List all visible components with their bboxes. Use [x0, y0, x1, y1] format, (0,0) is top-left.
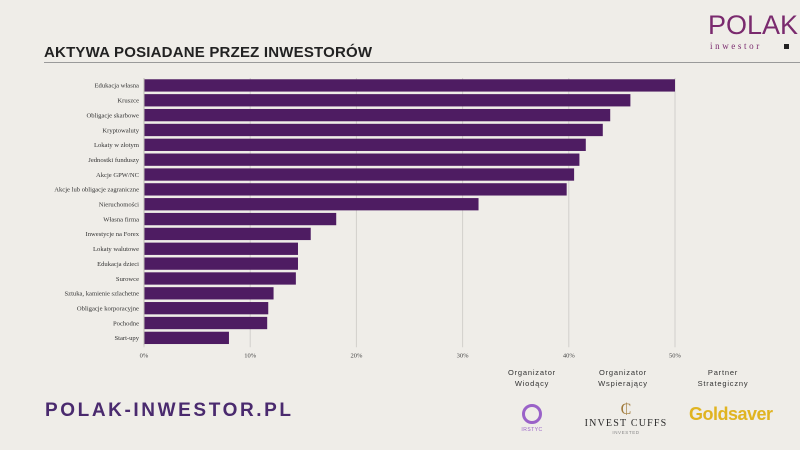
- irstyc-logo-text: IRSTYC: [521, 427, 543, 433]
- bar: [144, 316, 268, 330]
- bar: [144, 227, 311, 241]
- x-tick-label: 30%: [457, 352, 470, 359]
- category-label: Lokaty walutowe: [93, 246, 139, 253]
- category-label: Kryptowaluty: [102, 127, 139, 134]
- category-label: Edukacja własna: [95, 83, 140, 90]
- bar: [144, 272, 296, 285]
- logo-sub-text: inwestor: [710, 41, 762, 51]
- category-label: Jednostki funduszy: [88, 157, 139, 164]
- bar: [144, 302, 269, 315]
- category-label: Lokaty w złotym: [94, 142, 140, 149]
- goldsaver-logo: Goldsaver: [689, 404, 773, 424]
- sponsor-supporting-organizer: Organizator Wspierający: [583, 367, 663, 389]
- bar: [144, 94, 631, 107]
- invest-cuffs-logo-text: INVEST CUFFS: [584, 418, 668, 429]
- bar: [144, 287, 274, 300]
- sponsor-strategic-partner: Partner Strategiczny: [683, 367, 763, 389]
- bar: [144, 331, 229, 345]
- logo-dot: [784, 44, 789, 49]
- logo-main-text: POLAK: [708, 10, 799, 40]
- x-tick-label: 20%: [350, 352, 363, 359]
- sponsor-heading: Partner Strategiczny: [697, 368, 749, 388]
- irstyc-logo: IRSTYC: [519, 404, 545, 436]
- bar: [144, 183, 567, 196]
- category-label: Sztuka, kamienie szlachetne: [64, 291, 139, 298]
- x-tick-label: 0%: [140, 352, 149, 359]
- category-label: Kruszce: [117, 98, 139, 105]
- invest-cuffs-logo: ₵ INVEST CUFFS INVESTED: [581, 402, 671, 438]
- category-label: Nieruchomości: [99, 202, 139, 209]
- bar: [144, 79, 675, 92]
- category-label: Obligacje skarbowe: [86, 112, 139, 119]
- bar: [144, 257, 298, 270]
- category-label: Edukacja dzieci: [97, 261, 139, 268]
- bar: [144, 108, 611, 122]
- chart-title: AKTYWA POSIADANE PRZEZ INWESTORÓW: [44, 44, 373, 61]
- bar: [144, 168, 575, 181]
- polak-inwestor-logo: POLAK inwestor: [706, 10, 798, 54]
- ring-icon: [522, 404, 542, 424]
- sponsor-heading: Organizator Wiodący: [508, 368, 556, 388]
- category-label: Własna firma: [103, 216, 139, 223]
- site-url: POLAK-INWESTOR.PL: [45, 400, 294, 421]
- title-divider: [44, 62, 800, 63]
- x-tick-label: 40%: [563, 352, 576, 359]
- bar: [144, 242, 298, 255]
- category-label: Akcje GPW/NC: [96, 172, 140, 179]
- sponsor-heading: Organizator Wspierający: [598, 368, 648, 388]
- category-label: Start-upy: [114, 335, 139, 342]
- cuff-icon: ₵: [620, 401, 632, 418]
- x-tick-label: 10%: [244, 352, 257, 359]
- bar: [144, 212, 337, 226]
- bar: [144, 123, 603, 137]
- category-label: Surowce: [116, 276, 139, 283]
- bar: [144, 198, 479, 211]
- category-label: Inwestycje na Forex: [86, 231, 140, 238]
- category-label: Obligacje korporacyjne: [77, 305, 139, 312]
- category-label: Akcje lub obligacje zagraniczne: [54, 187, 139, 194]
- sponsor-lead-organizer: Organizator Wiodący: [500, 367, 564, 389]
- bar: [144, 138, 586, 151]
- invest-cuffs-logo-sub: INVESTED: [612, 430, 640, 435]
- x-tick-label: 50%: [669, 352, 682, 359]
- bar: [144, 153, 580, 166]
- category-label: Pochodne: [113, 320, 139, 327]
